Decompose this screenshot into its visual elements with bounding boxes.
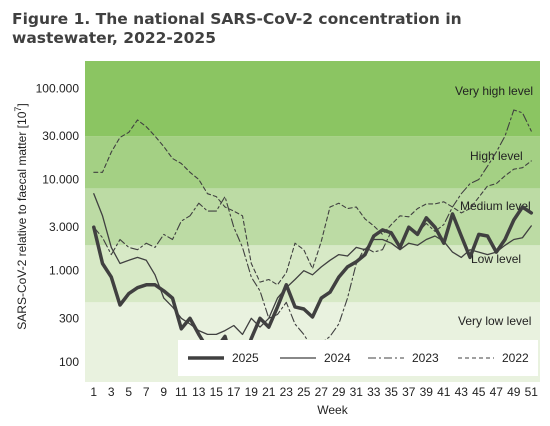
x-tick-label: 47 <box>490 385 504 399</box>
x-tick-label: 49 <box>507 385 521 399</box>
y-axis-label-close: ] <box>15 103 29 106</box>
level-band-labels: Very low level Low level Medium level High … <box>455 84 533 328</box>
x-tick-label: 5 <box>125 385 132 399</box>
series-lines <box>92 109 534 370</box>
x-tick-label: 9 <box>160 385 167 399</box>
x-tick-label: 25 <box>297 385 311 399</box>
y-tick-label: 30.000 <box>42 129 79 143</box>
x-tick-label: 15 <box>210 385 224 399</box>
y-axis-ticks: 100.000 30.000 10.000 3.000 1.000 300 100 <box>36 81 80 368</box>
legend-box <box>178 340 538 376</box>
x-tick-label: 17 <box>227 385 241 399</box>
legend-label-2022: 2022 <box>502 351 529 365</box>
y-axis-label: SARS-CoV-2 relative to faecal matter [10… <box>13 103 29 329</box>
x-tick-label: 31 <box>350 385 364 399</box>
x-tick-label: 19 <box>245 385 259 399</box>
y-tick-label: 300 <box>59 311 79 325</box>
x-tick-label: 33 <box>367 385 381 399</box>
x-tick-label: 35 <box>385 385 399 399</box>
x-tick-label: 43 <box>455 385 469 399</box>
y-tick-label: 100.000 <box>36 81 80 95</box>
y-tick-label: 100 <box>59 355 79 369</box>
y-tick-label: 3.000 <box>49 220 79 234</box>
series-line-2022 <box>93 119 532 286</box>
x-tick-label: 7 <box>143 385 150 399</box>
x-axis-label: Week <box>317 403 348 417</box>
band-label-4: Very high level <box>455 84 533 98</box>
chart-title: Figure 1. The national SARS-CoV-2 concen… <box>12 10 462 47</box>
x-tick-label: 3 <box>108 385 115 399</box>
legend-label-2024: 2024 <box>324 351 351 365</box>
band-4 <box>85 61 540 137</box>
x-tick-label: 1 <box>90 385 97 399</box>
series-line-2023 <box>93 109 532 350</box>
series-line-2024 <box>93 193 532 336</box>
band-label-0: Very low level <box>458 314 531 328</box>
y-tick-label: 1.000 <box>49 264 79 278</box>
band-2 <box>85 188 540 246</box>
x-tick-label: 37 <box>402 385 416 399</box>
x-tick-label: 23 <box>280 385 294 399</box>
x-tick-label: 51 <box>525 385 539 399</box>
legend: 2025 2024 2023 2022 <box>188 351 529 365</box>
x-tick-label: 11 <box>175 385 188 399</box>
x-tick-label: 45 <box>472 385 486 399</box>
series-line-2025 <box>92 205 534 370</box>
x-tick-label: 39 <box>420 385 434 399</box>
band-label-1: Low level <box>471 252 521 266</box>
x-tick-label: 27 <box>315 385 329 399</box>
level-bands <box>85 61 540 382</box>
x-tick-label: 21 <box>262 385 276 399</box>
y-axis-label-main: SARS-CoV-2 relative to faecal matter [10 <box>15 111 29 329</box>
y-tick-label: 10.000 <box>42 173 79 187</box>
legend-label-2023: 2023 <box>412 351 439 365</box>
legend-label-2025: 2025 <box>232 351 259 365</box>
band-label-2: Medium level <box>460 199 531 213</box>
y-axis-label-exponent: 7 <box>13 107 23 112</box>
x-tick-label: 41 <box>437 385 451 399</box>
band-3 <box>85 136 540 189</box>
x-tick-label: 13 <box>192 385 206 399</box>
x-axis-ticks: 1 3 5 7 9 11 13 15 17 19 21 23 25 27 29 31 33 35 37 39 41 43 4… <box>90 385 538 399</box>
x-tick-label: 29 <box>332 385 346 399</box>
band-label-3: High level <box>470 149 523 163</box>
